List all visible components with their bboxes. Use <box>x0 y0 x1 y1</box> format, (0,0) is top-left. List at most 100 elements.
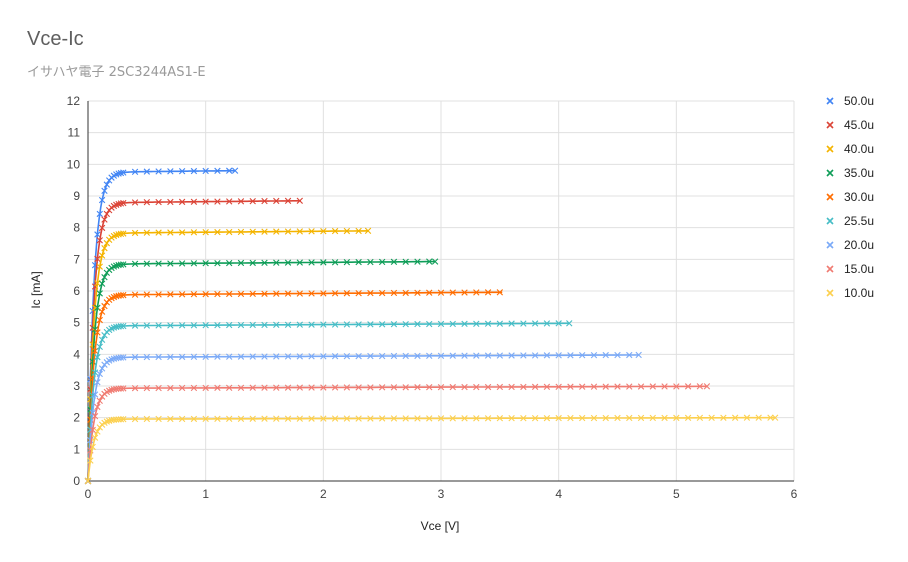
data-point <box>89 443 96 451</box>
data-point <box>331 415 339 422</box>
data-point <box>402 352 409 360</box>
data-point <box>390 258 398 266</box>
data-point <box>103 210 111 218</box>
data-point <box>367 384 374 391</box>
data-point <box>484 352 492 359</box>
y-tick-label: 7 <box>73 252 80 266</box>
data-point <box>101 187 108 195</box>
data-point <box>555 414 562 422</box>
data-point <box>390 321 398 328</box>
data-point <box>555 320 562 327</box>
data-point <box>214 167 221 175</box>
data-point <box>343 384 351 391</box>
data-point <box>331 384 339 391</box>
data-point <box>98 308 106 315</box>
data-point <box>237 384 245 391</box>
data-point <box>508 415 515 422</box>
data-point <box>261 290 268 297</box>
data-point <box>261 415 268 422</box>
data-point <box>508 352 515 359</box>
data-point <box>331 353 339 360</box>
data-point <box>214 353 221 360</box>
series-layer <box>84 167 779 485</box>
series-35.0u <box>84 258 439 485</box>
data-point <box>131 384 139 392</box>
data-point <box>614 351 621 359</box>
data-point <box>143 229 151 236</box>
data-point <box>261 353 268 360</box>
data-point <box>273 353 280 360</box>
data-point <box>390 415 398 422</box>
data-point <box>355 258 362 266</box>
data-point <box>190 229 198 236</box>
data-point <box>531 320 539 327</box>
data-point <box>296 415 303 422</box>
legend-item: 35.0u <box>826 166 874 180</box>
data-point <box>771 414 779 421</box>
y-tick-label: 2 <box>73 411 80 425</box>
data-point <box>543 320 551 327</box>
data-point <box>202 384 209 392</box>
data-point <box>520 383 527 391</box>
data-point <box>296 353 303 360</box>
data-point <box>473 383 480 391</box>
data-point <box>96 316 103 324</box>
data-point <box>414 320 421 328</box>
legend-item: 10.0u <box>826 286 874 300</box>
data-point <box>143 168 151 175</box>
data-point <box>367 289 374 297</box>
data-point <box>308 259 315 266</box>
data-point <box>237 321 245 329</box>
data-point <box>614 414 621 422</box>
data-point <box>531 352 539 359</box>
data-point <box>273 197 280 205</box>
data-point <box>367 415 374 422</box>
data-point <box>226 198 233 205</box>
data-point <box>167 322 174 329</box>
data-point <box>567 414 574 422</box>
data-point <box>190 167 198 175</box>
data-point <box>167 384 174 392</box>
data-point <box>437 383 445 391</box>
data-point <box>461 289 468 296</box>
data-point <box>98 196 106 204</box>
data-point <box>155 353 162 361</box>
data-point <box>496 289 504 296</box>
data-point <box>237 259 245 267</box>
data-point <box>101 273 108 281</box>
data-point <box>414 384 421 391</box>
chart-subtitle: イサハヤ電子 2SC3244AS1-E <box>27 65 206 80</box>
y-tick-label: 8 <box>73 221 80 235</box>
data-point <box>155 291 162 298</box>
data-point <box>602 383 609 390</box>
data-point <box>520 415 527 422</box>
data-point <box>226 290 233 298</box>
data-point <box>178 384 186 392</box>
data-point <box>214 198 221 205</box>
legend-item: 50.0u <box>826 94 874 108</box>
x-tick-label: 0 <box>85 487 92 501</box>
legend-label: 20.0u <box>844 238 874 252</box>
y-axis-title: Ic [mA] <box>29 271 43 308</box>
data-point <box>284 384 292 391</box>
legend-marker <box>826 217 834 225</box>
data-point <box>202 415 209 423</box>
data-point <box>661 414 668 422</box>
data-point <box>178 168 186 175</box>
data-point <box>426 258 433 265</box>
data-point <box>449 289 456 296</box>
data-point <box>496 383 504 391</box>
data-point <box>117 323 125 330</box>
data-point <box>190 260 198 267</box>
data-point <box>226 415 233 423</box>
data-point <box>378 352 386 360</box>
data-point <box>649 383 656 390</box>
legend-label: 35.0u <box>844 166 874 180</box>
data-point <box>437 415 445 422</box>
data-point <box>96 343 103 350</box>
data-point <box>101 244 108 252</box>
data-point <box>590 383 598 390</box>
data-point <box>426 415 433 422</box>
data-point <box>143 291 151 298</box>
